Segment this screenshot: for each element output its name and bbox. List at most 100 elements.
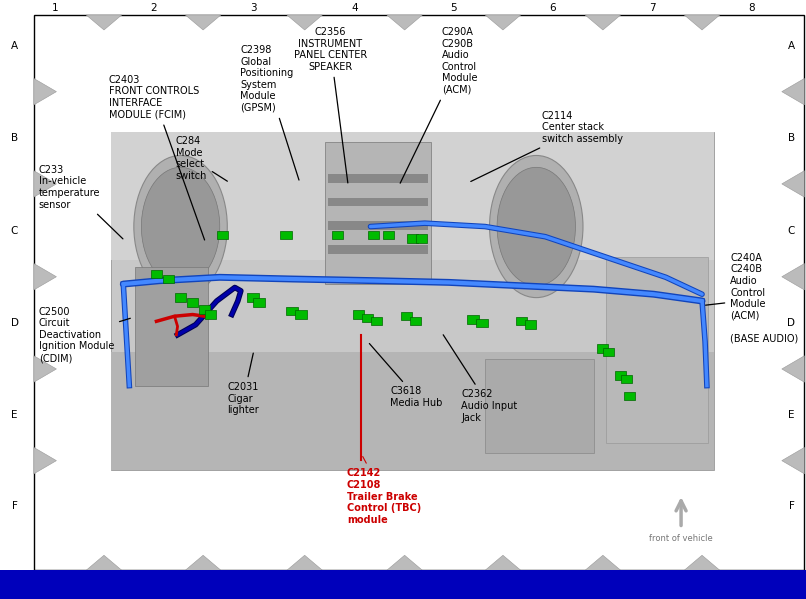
Bar bbox=[328, 198, 428, 206]
Ellipse shape bbox=[141, 167, 220, 286]
Bar bbox=[621, 374, 633, 383]
Text: C240A
C240B
Audio
Control
Module
(ACM)

(BASE AUDIO): C240A C240B Audio Control Module (ACM) (… bbox=[705, 253, 799, 344]
Polygon shape bbox=[684, 15, 720, 30]
Polygon shape bbox=[34, 447, 56, 474]
Bar bbox=[603, 347, 614, 356]
Bar bbox=[0, 570, 806, 599]
Text: 1: 1 bbox=[52, 579, 58, 589]
Bar bbox=[199, 305, 210, 314]
Bar bbox=[253, 298, 264, 307]
Bar bbox=[111, 352, 714, 470]
Bar bbox=[328, 174, 428, 183]
Bar bbox=[476, 319, 488, 327]
Text: front of vehicle: front of vehicle bbox=[649, 534, 713, 543]
Bar bbox=[187, 298, 198, 307]
Text: 8: 8 bbox=[748, 4, 754, 13]
Polygon shape bbox=[34, 264, 56, 290]
Bar bbox=[328, 245, 428, 253]
Bar bbox=[353, 310, 364, 319]
Bar bbox=[410, 317, 422, 325]
Bar bbox=[111, 132, 714, 470]
Bar bbox=[597, 344, 609, 353]
Bar bbox=[401, 312, 413, 320]
Bar bbox=[296, 310, 307, 319]
Bar bbox=[362, 314, 373, 322]
Text: A: A bbox=[788, 41, 795, 50]
Polygon shape bbox=[585, 15, 621, 30]
Bar bbox=[371, 317, 382, 325]
Polygon shape bbox=[684, 555, 720, 570]
Bar bbox=[280, 231, 292, 239]
Polygon shape bbox=[782, 356, 804, 382]
Bar bbox=[135, 267, 208, 386]
Text: 5: 5 bbox=[451, 579, 457, 589]
Polygon shape bbox=[585, 555, 621, 570]
Bar bbox=[163, 275, 174, 283]
Polygon shape bbox=[387, 555, 422, 570]
Text: C2114
Center stack
switch assembly: C2114 Center stack switch assembly bbox=[471, 111, 622, 181]
Text: 7: 7 bbox=[650, 579, 656, 589]
Ellipse shape bbox=[134, 156, 227, 298]
Polygon shape bbox=[782, 447, 804, 474]
Text: 3: 3 bbox=[251, 4, 257, 13]
Bar bbox=[247, 294, 259, 302]
Polygon shape bbox=[387, 15, 422, 30]
Text: C: C bbox=[787, 226, 796, 235]
Bar bbox=[151, 270, 162, 278]
Text: C2398
Global
Positioning
System
Module
(GPSM): C2398 Global Positioning System Module (… bbox=[240, 45, 299, 180]
Polygon shape bbox=[185, 15, 221, 30]
Text: 6: 6 bbox=[550, 4, 556, 13]
Bar bbox=[485, 359, 593, 453]
Bar bbox=[624, 392, 635, 400]
Bar bbox=[328, 222, 428, 230]
Polygon shape bbox=[782, 78, 804, 105]
Polygon shape bbox=[86, 15, 122, 30]
Text: F: F bbox=[788, 501, 795, 511]
Text: C284
Mode
select
switch: C284 Mode select switch bbox=[176, 136, 227, 181]
Bar bbox=[368, 231, 379, 239]
Bar bbox=[383, 231, 394, 239]
Polygon shape bbox=[34, 78, 56, 105]
Text: C3618
Media Hub: C3618 Media Hub bbox=[369, 343, 442, 408]
Text: B: B bbox=[788, 133, 795, 143]
Text: 4: 4 bbox=[351, 579, 358, 589]
Bar bbox=[205, 310, 216, 319]
Text: F: F bbox=[11, 501, 18, 511]
Text: 2: 2 bbox=[150, 579, 156, 589]
Text: D: D bbox=[10, 319, 19, 328]
Bar bbox=[326, 142, 430, 284]
Text: C2142
C2108
Trailer Brake
Control (TBC)
module: C2142 C2108 Trailer Brake Control (TBC) … bbox=[347, 456, 422, 525]
Text: 6: 6 bbox=[550, 579, 556, 589]
Text: C2500
Circuit
Deactivation
Ignition Module
(CDIM): C2500 Circuit Deactivation Ignition Modu… bbox=[39, 307, 131, 363]
Bar bbox=[615, 371, 626, 380]
Text: 3: 3 bbox=[251, 579, 257, 589]
Text: C2362
Audio Input
Jack: C2362 Audio Input Jack bbox=[443, 335, 517, 422]
Bar bbox=[332, 231, 343, 239]
Bar bbox=[525, 320, 536, 329]
Polygon shape bbox=[34, 356, 56, 382]
Bar bbox=[111, 132, 714, 261]
Text: E: E bbox=[11, 410, 18, 420]
Text: 4: 4 bbox=[351, 4, 358, 13]
Text: 1: 1 bbox=[52, 4, 58, 13]
Text: 2: 2 bbox=[150, 4, 156, 13]
Polygon shape bbox=[287, 15, 322, 30]
Polygon shape bbox=[782, 171, 804, 197]
Polygon shape bbox=[185, 555, 221, 570]
Text: B: B bbox=[11, 133, 18, 143]
Bar bbox=[467, 316, 479, 324]
Text: C290A
C290B
Audio
Control
Module
(ACM): C290A C290B Audio Control Module (ACM) bbox=[401, 27, 477, 183]
Text: 7: 7 bbox=[650, 4, 656, 13]
Text: A: A bbox=[11, 41, 18, 50]
Polygon shape bbox=[287, 555, 322, 570]
Text: C2356
INSTRUMENT
PANEL CENTER
SPEAKER: C2356 INSTRUMENT PANEL CENTER SPEAKER bbox=[294, 27, 367, 183]
Polygon shape bbox=[485, 555, 521, 570]
Bar bbox=[605, 257, 708, 443]
Bar bbox=[217, 231, 228, 239]
Text: 8: 8 bbox=[748, 579, 754, 589]
Bar bbox=[407, 234, 418, 243]
Text: 5: 5 bbox=[451, 4, 457, 13]
Bar bbox=[175, 294, 186, 302]
Text: E: E bbox=[788, 410, 795, 420]
Text: C: C bbox=[10, 226, 19, 235]
